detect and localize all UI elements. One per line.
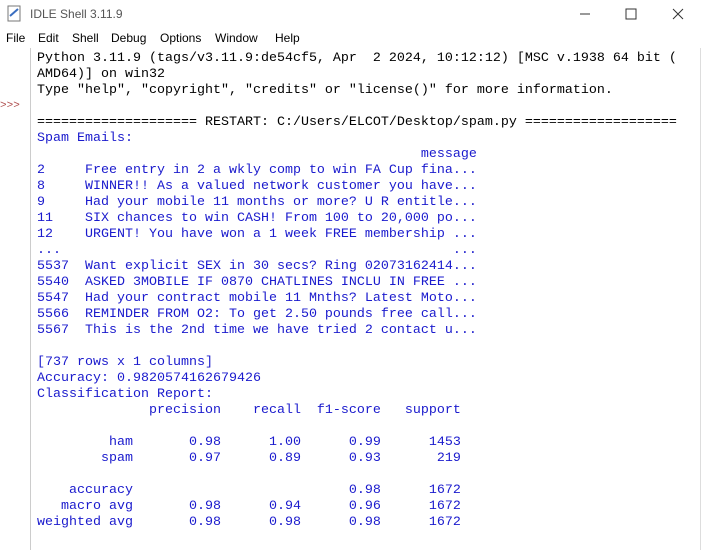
menu-item[interactable]: Debug <box>111 31 147 45</box>
output-line: message <box>37 147 477 162</box>
restart-line: ==================== RESTART: C:/Users/E… <box>37 115 677 130</box>
output-line: 8 WINNER!! As a valued network customer … <box>37 179 477 194</box>
output-line: weighted avg 0.98 0.98 0.98 1672 <box>37 515 461 530</box>
menu-item[interactable]: Help <box>275 31 300 45</box>
close-button[interactable] <box>672 8 684 20</box>
output-line: 5566 REMINDER FROM O2: To get 2.50 pound… <box>37 307 477 322</box>
output-line: 9 Had your mobile 11 months or more? U R… <box>37 195 477 210</box>
banner-line: Python 3.11.9 (tags/v3.11.9:de54cf5, Apr… <box>37 51 677 66</box>
prompt-gutter: >>> <box>0 48 31 550</box>
banner-line: Type "help", "copyright", "credits" or "… <box>37 83 613 98</box>
output-line: ... ... <box>37 243 477 258</box>
title-icons <box>7 5 684 22</box>
output-line: accuracy 0.98 1672 <box>37 483 461 498</box>
title-bar: IDLE Shell 3.11.9 <box>0 0 702 28</box>
window-title: IDLE Shell 3.11.9 <box>30 7 123 21</box>
menu-item[interactable]: Shell <box>72 31 99 45</box>
output-line: 5537 Want explicit SEX in 30 secs? Ring … <box>37 259 477 274</box>
output-line: 2 Free entry in 2 a wkly comp to win FA … <box>37 163 477 178</box>
output-line: Accuracy: 0.9820574162679426 <box>37 371 261 386</box>
output-line: 11 SIX chances to win CASH! From 100 to … <box>37 211 477 226</box>
menu-bar: File Edit Shell Debug Options Window Help <box>0 28 702 48</box>
shell-prompt: >>> <box>0 100 20 112</box>
banner-line: AMD64)] on win32 <box>37 67 165 82</box>
output-line: ham 0.98 1.00 0.99 1453 <box>37 435 461 450</box>
menu-item[interactable]: Window <box>215 31 258 45</box>
menu-item[interactable]: Options <box>160 31 202 45</box>
output-line: [737 rows x 1 columns] <box>37 355 213 370</box>
output-line: 5547 Had your contract mobile 11 Mnths? … <box>37 291 477 306</box>
window-edge <box>700 48 701 550</box>
output-line: 12 URGENT! You have won a 1 week FREE me… <box>37 227 477 242</box>
app-icon-feather <box>9 8 19 17</box>
menu-item[interactable]: File <box>6 31 26 45</box>
output-line: 5567 This is the 2nd time we have tried … <box>37 323 477 338</box>
output-line: spam 0.97 0.89 0.93 219 <box>37 451 461 466</box>
output-line: Spam Emails: <box>37 131 133 146</box>
output-line: Classification Report: <box>37 387 213 402</box>
output-line: precision recall f1-score support <box>37 403 461 418</box>
maximize-button[interactable] <box>625 8 637 20</box>
output-line: 5540 ASKED 3MOBILE IF 0870 CHATLINES INC… <box>37 275 477 290</box>
menu-item[interactable]: Edit <box>38 31 59 45</box>
output-line: macro avg 0.98 0.94 0.96 1672 <box>37 499 461 514</box>
